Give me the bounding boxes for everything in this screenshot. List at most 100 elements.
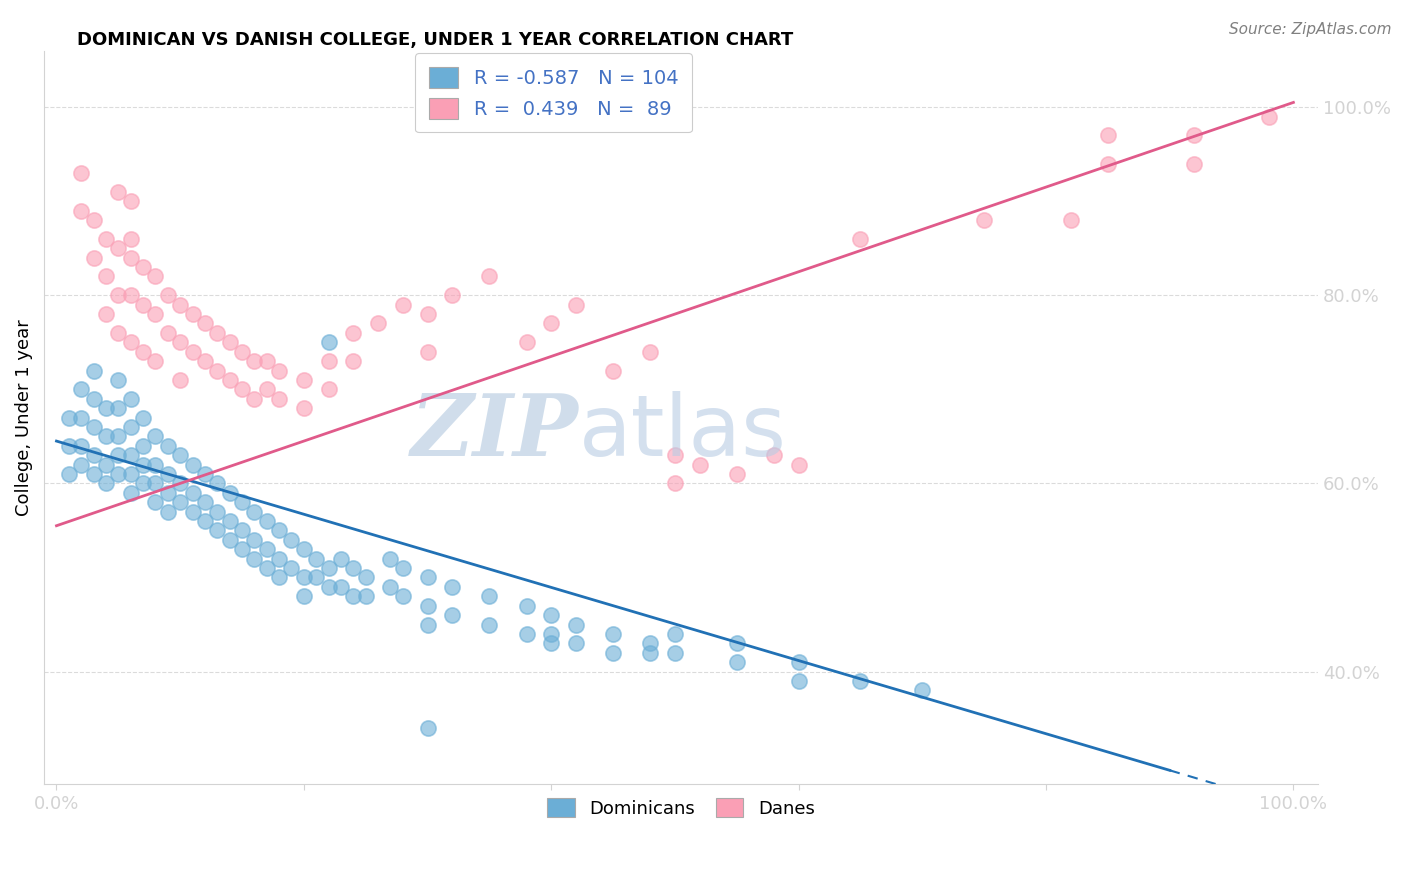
Point [132, 476, 155, 491]
Point [181, 505, 204, 519]
Point [120, 420, 142, 434]
Point [145, 307, 167, 321]
Point [181, 458, 204, 472]
Point [380, 580, 402, 594]
Point [416, 307, 439, 321]
Point [156, 485, 179, 500]
Point [83, 251, 105, 265]
Point [231, 495, 253, 509]
Point [132, 344, 155, 359]
Point [256, 542, 278, 557]
Point [849, 673, 872, 688]
Point [70, 166, 93, 180]
Point [269, 524, 291, 538]
Point [83, 420, 105, 434]
Point [441, 608, 464, 623]
Point [207, 524, 229, 538]
Point [58, 410, 80, 425]
Point [107, 288, 129, 302]
Point [107, 401, 129, 416]
Point [269, 570, 291, 584]
Point [243, 392, 266, 406]
Point [292, 589, 315, 603]
Point [305, 551, 328, 566]
Point [1184, 156, 1206, 170]
Point [120, 288, 142, 302]
Point [1184, 128, 1206, 143]
Point [94, 401, 117, 416]
Point [231, 344, 253, 359]
Point [207, 476, 229, 491]
Point [354, 570, 377, 584]
Text: DOMINICAN VS DANISH COLLEGE, UNDER 1 YEAR CORRELATION CHART: DOMINICAN VS DANISH COLLEGE, UNDER 1 YEA… [77, 31, 793, 49]
Point [269, 363, 291, 377]
Point [416, 721, 439, 735]
Point [145, 354, 167, 368]
Point [602, 363, 624, 377]
Point [515, 599, 537, 613]
Point [540, 608, 562, 623]
Point [441, 580, 464, 594]
Point [602, 646, 624, 660]
Point [169, 335, 191, 350]
Point [342, 326, 364, 340]
Point [107, 429, 129, 443]
Point [318, 354, 340, 368]
Point [638, 344, 661, 359]
Point [120, 335, 142, 350]
Point [156, 439, 179, 453]
Point [305, 570, 328, 584]
Point [94, 429, 117, 443]
Point [94, 269, 117, 284]
Point [391, 589, 413, 603]
Point [169, 298, 191, 312]
Point [565, 636, 588, 650]
Point [269, 551, 291, 566]
Point [664, 646, 686, 660]
Point [194, 317, 217, 331]
Point [120, 194, 142, 209]
Point [156, 288, 179, 302]
Point [145, 495, 167, 509]
Point [169, 448, 191, 462]
Point [269, 392, 291, 406]
Point [94, 476, 117, 491]
Point [292, 401, 315, 416]
Point [94, 232, 117, 246]
Point [83, 213, 105, 227]
Point [725, 636, 748, 650]
Point [243, 551, 266, 566]
Text: Source: ZipAtlas.com: Source: ZipAtlas.com [1229, 22, 1392, 37]
Text: atlas: atlas [579, 391, 787, 474]
Point [231, 524, 253, 538]
Point [243, 533, 266, 547]
Legend: Dominicans, Danes: Dominicans, Danes [538, 789, 824, 827]
Point [169, 495, 191, 509]
Point [849, 232, 872, 246]
Point [120, 467, 142, 481]
Point [207, 326, 229, 340]
Point [107, 448, 129, 462]
Point [391, 561, 413, 575]
Point [664, 476, 686, 491]
Point [145, 476, 167, 491]
Point [70, 458, 93, 472]
Point [243, 505, 266, 519]
Point [602, 627, 624, 641]
Point [94, 458, 117, 472]
Point [256, 354, 278, 368]
Point [83, 363, 105, 377]
Y-axis label: College, Under 1 year: College, Under 1 year [15, 319, 32, 516]
Point [1257, 110, 1279, 124]
Point [145, 429, 167, 443]
Point [318, 580, 340, 594]
Point [725, 655, 748, 669]
Point [787, 458, 810, 472]
Point [70, 382, 93, 396]
Point [762, 448, 785, 462]
Point [565, 617, 588, 632]
Point [540, 627, 562, 641]
Point [181, 307, 204, 321]
Point [243, 354, 266, 368]
Point [1097, 128, 1119, 143]
